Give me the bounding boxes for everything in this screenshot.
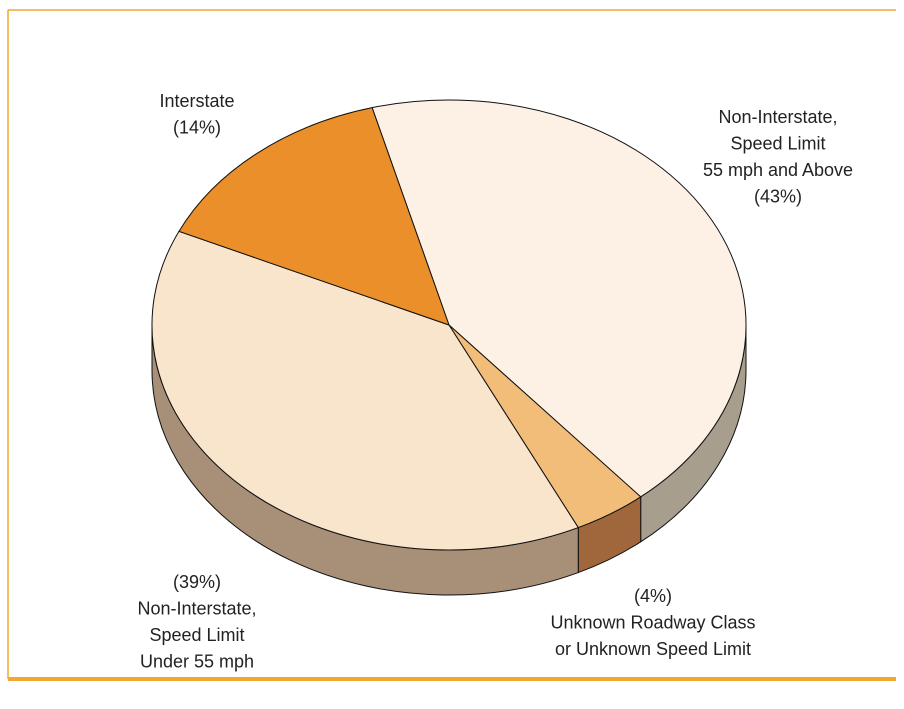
slice-label: Interstate xyxy=(159,91,234,111)
slice-label: Under 55 mph xyxy=(140,651,254,671)
value-label: (14%) xyxy=(173,117,221,137)
pie-slice xyxy=(371,99,747,498)
slice-label: Non-Interstate, xyxy=(137,598,256,618)
slice-label: Unknown Roadway Class xyxy=(550,612,755,632)
value-label: (43%) xyxy=(754,186,802,206)
pie-slice xyxy=(178,107,450,326)
value-label: (39%) xyxy=(173,572,221,592)
slice-label: Speed Limit xyxy=(730,133,825,153)
slice-label: Speed Limit xyxy=(149,625,244,645)
slice-label: or Unknown Speed Limit xyxy=(555,639,751,659)
slice-label: 55 mph and Above xyxy=(703,160,853,180)
pie-slice xyxy=(151,230,580,551)
slice-label: Non-Interstate, xyxy=(718,107,837,127)
value-label: (4%) xyxy=(634,586,672,606)
